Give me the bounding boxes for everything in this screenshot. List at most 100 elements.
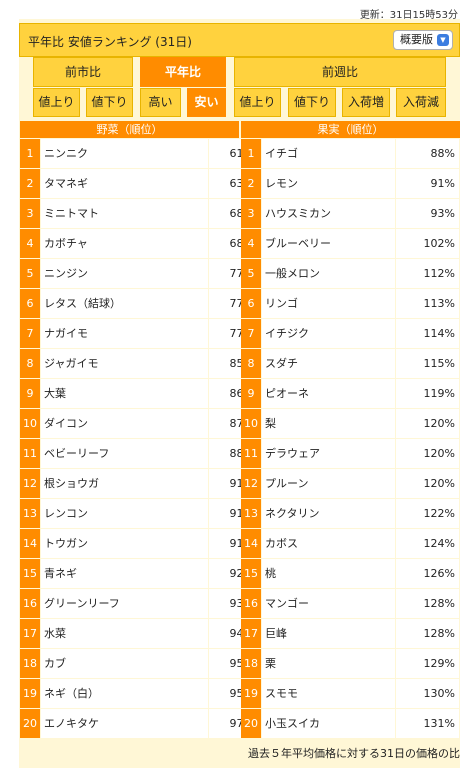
tab-previous-market[interactable]: 前市比 — [33, 57, 133, 87]
rank-number: 14 — [241, 529, 261, 558]
subtab-arrival-decrease[interactable]: 入荷減 — [396, 88, 446, 117]
item-name: マンゴー — [262, 589, 395, 618]
rank-number: 3 — [20, 199, 40, 228]
item-name: スモモ — [262, 679, 395, 708]
item-name: トウガン — [41, 529, 208, 558]
table-row: 4カボチャ68% — [20, 229, 258, 259]
table-row: 8 スダチ 115% — [241, 349, 459, 379]
subtab-fall-2[interactable]: 値下り — [288, 88, 336, 117]
rank-number: 4 — [241, 229, 261, 258]
price-ratio: 131% — [396, 709, 459, 738]
item-name: 大葉 — [41, 379, 208, 408]
table-row: 16 マンゴー 128% — [241, 589, 459, 619]
subtab-arrival-increase[interactable]: 入荷増 — [342, 88, 390, 117]
page-title: 平年比 安値ランキング (31日) — [28, 35, 192, 49]
item-name: イチゴ — [262, 139, 395, 168]
rank-number: 12 — [241, 469, 261, 498]
item-name: ニンジン — [41, 259, 208, 288]
item-name: グリーンリーフ — [41, 589, 208, 618]
price-ratio: 102% — [396, 229, 459, 258]
item-name: 根ショウガ — [41, 469, 208, 498]
subtab-high[interactable]: 高い — [140, 88, 181, 117]
rank-number: 6 — [241, 289, 261, 318]
item-name: 一般メロン — [262, 259, 395, 288]
updated-time: 更新：31日15時53分 — [359, 10, 458, 21]
price-ratio: 129% — [396, 649, 459, 678]
rank-number: 9 — [20, 379, 40, 408]
rank-number: 8 — [241, 349, 261, 378]
item-name: ベビーリーフ — [41, 439, 208, 468]
rank-number: 10 — [20, 409, 40, 438]
item-name: ピオーネ — [262, 379, 395, 408]
rank-number: 3 — [241, 199, 261, 228]
rank-number: 2 — [241, 169, 261, 198]
tab-previous-week[interactable]: 前週比 — [234, 57, 446, 87]
subtab-rise-2[interactable]: 値上り — [234, 88, 281, 117]
rank-number: 16 — [20, 589, 40, 618]
rank-number: 20 — [241, 709, 261, 738]
table-row: 3ミニトマト68% — [20, 199, 258, 229]
item-name: カブ — [41, 649, 208, 678]
rank-number: 5 — [241, 259, 261, 288]
table-row: 7ナガイモ77% — [20, 319, 258, 349]
price-ratio: 120% — [396, 409, 459, 438]
rank-number: 20 — [20, 709, 40, 738]
item-name: ミニトマト — [41, 199, 208, 228]
table-row: 14 カボス 124% — [241, 529, 459, 559]
view-select[interactable]: 概要版 ▼ — [393, 30, 453, 50]
rank-number: 7 — [241, 319, 261, 348]
table-row: 9 ピオーネ 119% — [241, 379, 459, 409]
rank-number: 13 — [241, 499, 261, 528]
item-name: ネクタリン — [262, 499, 395, 528]
fruit-header: 果実（順位） — [241, 121, 460, 138]
table-row: 4 ブルーベリー 102% — [241, 229, 459, 259]
rank-number: 2 — [20, 169, 40, 198]
price-ratio: 126% — [396, 559, 459, 588]
rank-number: 16 — [241, 589, 261, 618]
subtab-fall-1[interactable]: 値下り — [86, 88, 133, 117]
table-row: 9大葉86% — [20, 379, 258, 409]
table-row: 11ベビーリーフ88% — [20, 439, 258, 469]
item-name: レタス（結球） — [41, 289, 208, 318]
table-row: 12 プルーン 120% — [241, 469, 459, 499]
price-ratio: 119% — [396, 379, 459, 408]
table-row: 17 巨峰 128% — [241, 619, 459, 649]
item-name: イチジク — [262, 319, 395, 348]
item-name: プルーン — [262, 469, 395, 498]
rank-number: 13 — [20, 499, 40, 528]
price-ratio: 91% — [396, 169, 459, 198]
item-name: ブルーベリー — [262, 229, 395, 258]
table-row: 20エノキタケ97% — [20, 709, 258, 739]
price-ratio: 124% — [396, 529, 459, 558]
rank-number: 1 — [20, 139, 40, 168]
table-row: 2タマネギ63% — [20, 169, 258, 199]
price-ratio: 122% — [396, 499, 459, 528]
table-row: 6 リンゴ 113% — [241, 289, 459, 319]
item-name: ダイコン — [41, 409, 208, 438]
rank-number: 10 — [241, 409, 261, 438]
tab-normal-year[interactable]: 平年比 — [140, 57, 226, 87]
table-row: 2 レモン 91% — [241, 169, 459, 199]
item-name: デラウェア — [262, 439, 395, 468]
item-name: 桃 — [262, 559, 395, 588]
item-name: ネギ（白） — [41, 679, 208, 708]
rank-number: 11 — [20, 439, 40, 468]
item-name: 水菜 — [41, 619, 208, 648]
rank-number: 17 — [20, 619, 40, 648]
rank-number: 4 — [20, 229, 40, 258]
vegetable-header: 野菜（順位） — [20, 121, 239, 138]
price-ratio: 113% — [396, 289, 459, 318]
table-row: 15 桃 126% — [241, 559, 459, 589]
price-ratio: 112% — [396, 259, 459, 288]
subtab-cheap[interactable]: 安い — [187, 88, 226, 117]
rank-number: 15 — [20, 559, 40, 588]
price-ratio: 88% — [396, 139, 459, 168]
price-ratio: 128% — [396, 619, 459, 648]
rank-number: 18 — [20, 649, 40, 678]
subtab-rise-1[interactable]: 値上り — [33, 88, 80, 117]
rank-number: 5 — [20, 259, 40, 288]
item-name: 青ネギ — [41, 559, 208, 588]
table-row: 14トウガン91% — [20, 529, 258, 559]
rank-number: 1 — [241, 139, 261, 168]
table-row: 18カブ95% — [20, 649, 258, 679]
